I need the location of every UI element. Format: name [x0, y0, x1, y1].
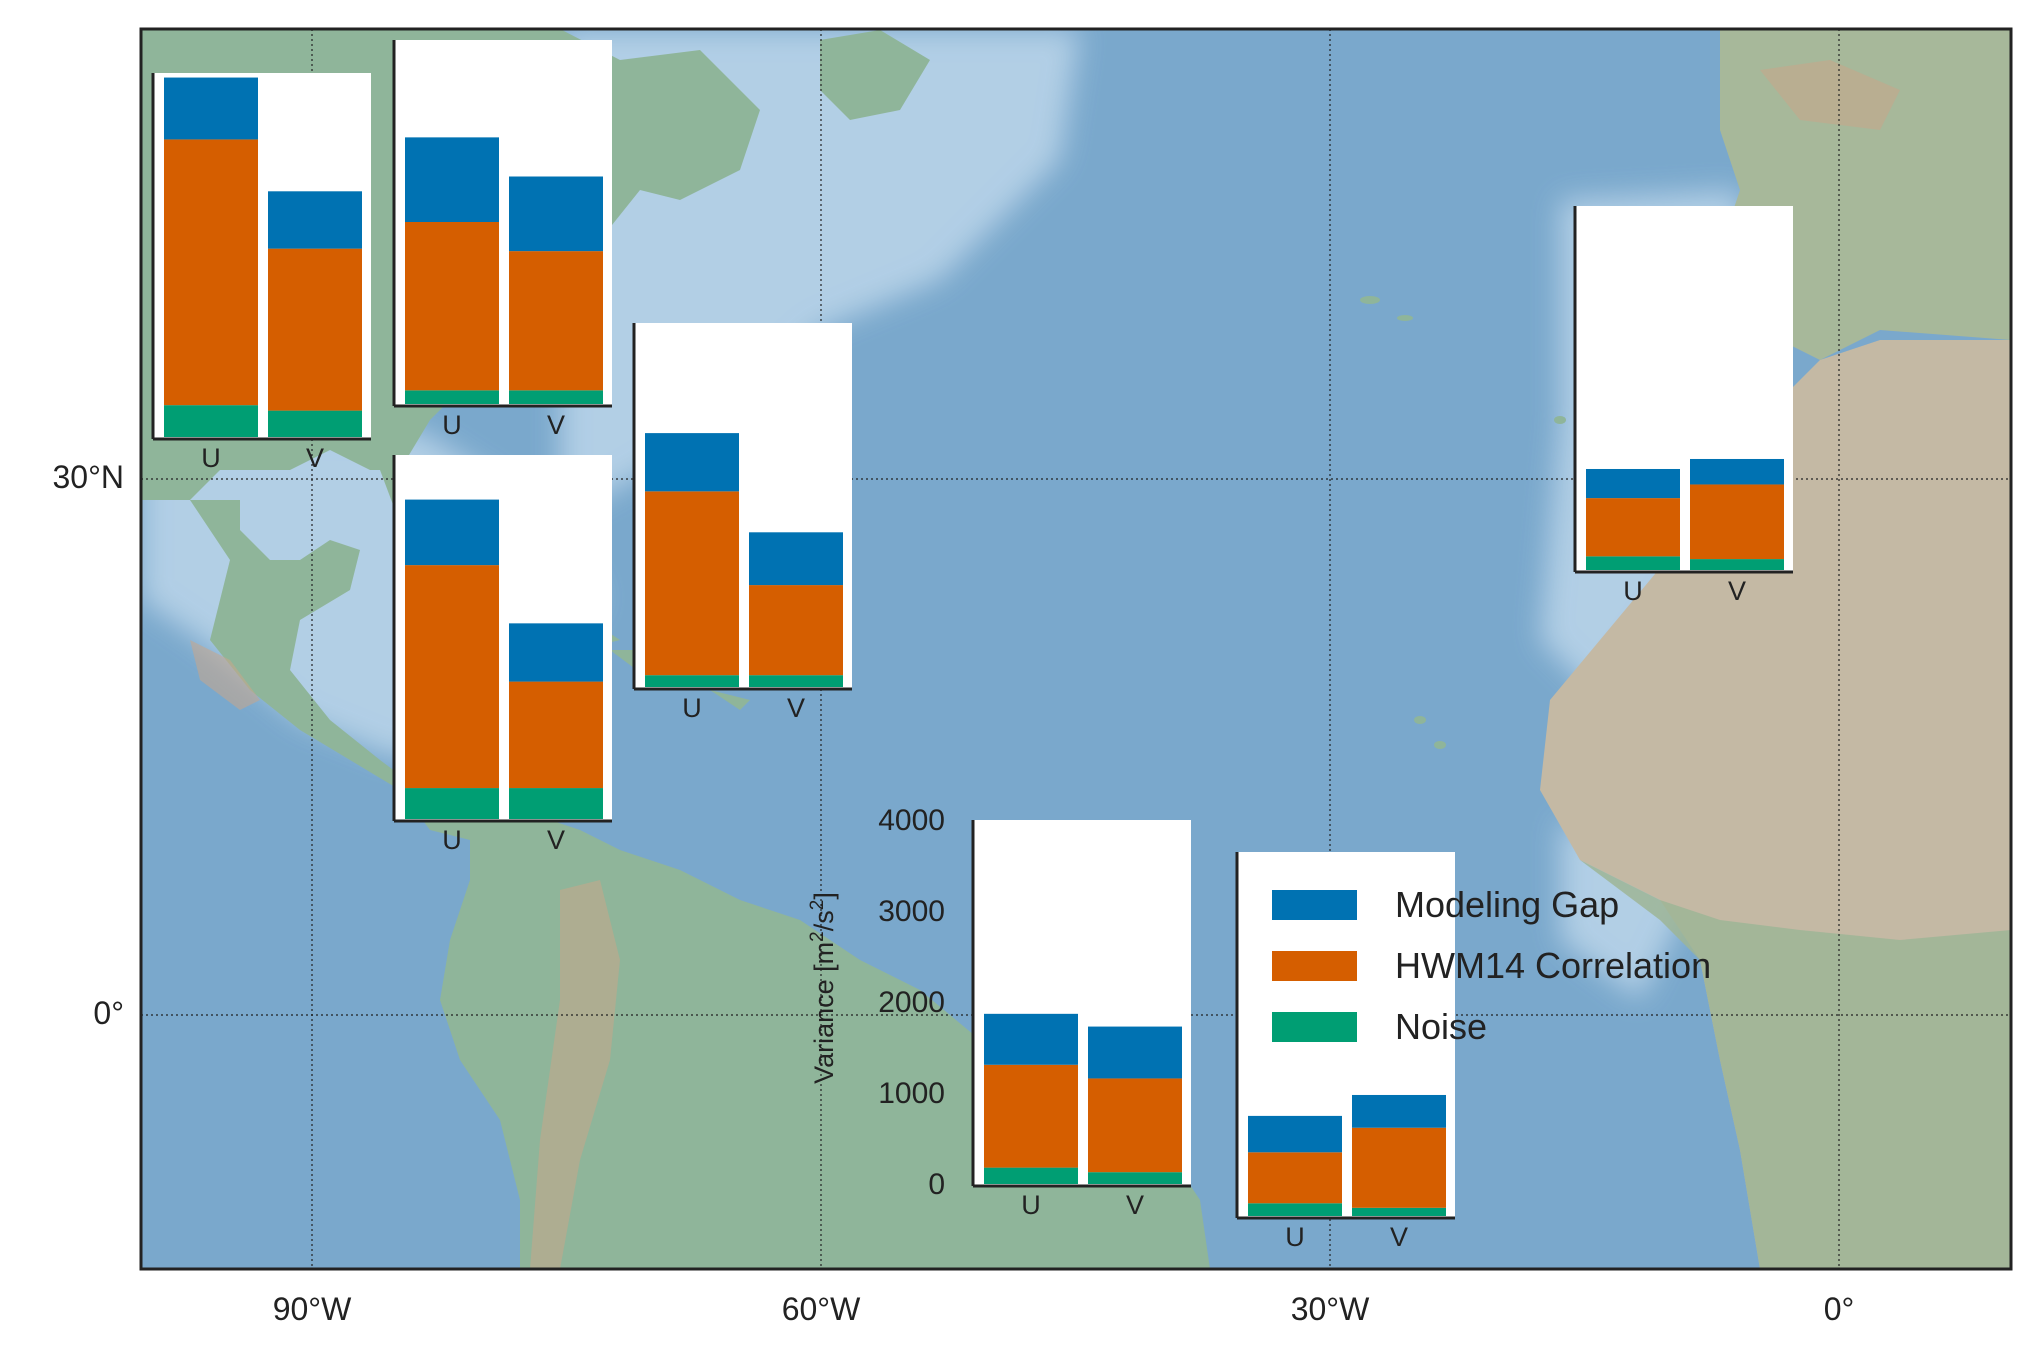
- bar-v-modeling-gap: [1690, 458, 1784, 485]
- lon-label-90w: 90°W: [273, 1291, 352, 1327]
- bar-u-noise: [645, 675, 739, 687]
- lat-label-0: 0°: [93, 995, 124, 1031]
- bar-v-modeling-gap: [268, 191, 362, 249]
- y-tick-label: 2000: [878, 986, 945, 1019]
- tick-label-v: V: [547, 410, 565, 440]
- atlantic-islands: [1360, 296, 1566, 749]
- bar-v-hwm14-correlation: [749, 585, 843, 676]
- legend-label: Noise: [1395, 1006, 1487, 1047]
- latitude-labels: 30°N 0°: [53, 459, 125, 1031]
- y-tick-label: 3000: [878, 895, 945, 928]
- tick-label-u: U: [1623, 576, 1643, 606]
- bar-u-noise: [405, 390, 499, 404]
- bar-v-hwm14-correlation: [509, 681, 603, 789]
- bar-u-noise: [1586, 556, 1680, 570]
- bar-v-noise: [509, 788, 603, 819]
- bar-v-noise: [749, 675, 843, 687]
- bar-u-modeling-gap: [984, 1013, 1078, 1065]
- bar-v-modeling-gap: [509, 176, 603, 252]
- bar-v-noise: [1352, 1207, 1446, 1216]
- bar-v-modeling-gap: [509, 623, 603, 682]
- bar-v-modeling-gap: [1088, 1026, 1182, 1079]
- lon-label-0: 0°: [1824, 1291, 1855, 1327]
- bar-u-hwm14-correlation: [1248, 1152, 1342, 1204]
- lon-label-60w: 60°W: [782, 1291, 861, 1327]
- y-tick-label: 0: [928, 1168, 945, 1201]
- bar-u-hwm14-correlation: [164, 139, 258, 406]
- bar-u-noise: [1248, 1203, 1342, 1216]
- legend: Modeling Gap HWM14 Correlation Noise: [1272, 884, 1711, 1047]
- tick-label-v: V: [1390, 1222, 1408, 1252]
- bar-u-hwm14-correlation: [1586, 498, 1680, 557]
- bar-u-modeling-gap: [405, 137, 499, 222]
- sahel-vegetation: [1580, 860, 2011, 1269]
- tick-label-u: U: [682, 693, 702, 723]
- bar-u-modeling-gap: [164, 77, 258, 140]
- y-axis: 0 1000 2000 3000 4000 Variance [m2/s2]: [807, 804, 945, 1201]
- legend-swatch: [1272, 890, 1357, 920]
- bar-v-hwm14-correlation: [1690, 484, 1784, 560]
- bar-v-modeling-gap: [749, 532, 843, 586]
- bar-v-noise: [268, 410, 362, 437]
- legend-label: HWM14 Correlation: [1395, 945, 1711, 986]
- bar-u-modeling-gap: [1248, 1115, 1342, 1153]
- y-tick-label: 1000: [878, 1077, 945, 1110]
- bar-u-hwm14-correlation: [405, 222, 499, 391]
- bar-u-modeling-gap: [645, 433, 739, 492]
- y-tick-label: 4000: [878, 804, 945, 837]
- bar-v-hwm14-correlation: [1352, 1127, 1446, 1208]
- bar-u-hwm14-correlation: [984, 1064, 1078, 1168]
- y-axis-label: Variance [m2/s2]: [807, 892, 839, 1084]
- legend-swatch: [1272, 1012, 1357, 1042]
- bar-v-noise: [509, 390, 603, 404]
- tick-label-u: U: [442, 410, 462, 440]
- bar-u-hwm14-correlation: [645, 491, 739, 676]
- legend-label: Modeling Gap: [1395, 884, 1619, 925]
- bar-v-modeling-gap: [1352, 1094, 1446, 1128]
- bar-u-modeling-gap: [1586, 468, 1680, 499]
- tick-label-u: U: [201, 443, 221, 473]
- tick-label-v: V: [787, 693, 805, 723]
- terrain-relief: [190, 60, 1900, 1269]
- longitude-labels: 90°W 60°W 30°W 0°: [273, 1291, 1855, 1327]
- map-frame: [139, 27, 2013, 1271]
- bar-u-modeling-gap: [405, 499, 499, 566]
- lat-label-30n: 30°N: [53, 459, 125, 495]
- tick-label-v: V: [1126, 1190, 1144, 1220]
- bar-v-noise: [1088, 1172, 1182, 1184]
- tick-label-u: U: [442, 825, 462, 855]
- bar-u-noise: [984, 1167, 1078, 1184]
- bar-v-noise: [1690, 559, 1784, 570]
- newfoundland: [820, 30, 930, 120]
- bar-v-hwm14-correlation: [1088, 1078, 1182, 1173]
- bar-v-hwm14-correlation: [509, 251, 603, 391]
- bar-u-noise: [164, 405, 258, 437]
- bar-chart-insets: U VU VU VU VU VU VU V: [151, 40, 1793, 1252]
- lon-label-30w: 30°W: [1291, 1291, 1370, 1327]
- bar-v-hwm14-correlation: [268, 248, 362, 411]
- bar-u-noise: [405, 788, 499, 819]
- tick-label-u: U: [1285, 1222, 1305, 1252]
- bar-u-hwm14-correlation: [405, 565, 499, 789]
- tick-label-u: U: [1021, 1190, 1041, 1220]
- tick-label-v: V: [1728, 576, 1746, 606]
- tick-label-v: V: [547, 825, 565, 855]
- legend-swatch: [1272, 951, 1357, 981]
- tick-label-v: V: [306, 443, 324, 473]
